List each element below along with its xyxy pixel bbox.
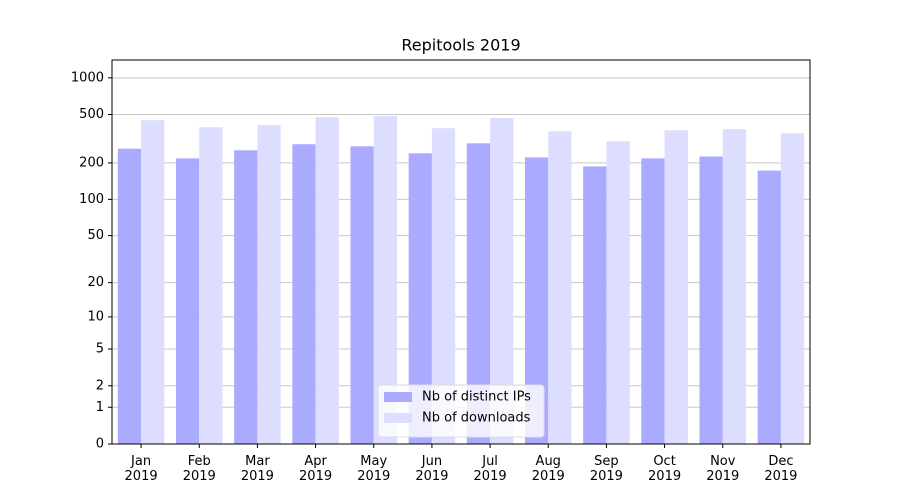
bars xyxy=(117,116,805,445)
bar xyxy=(315,117,339,445)
y-tick-label: 10 xyxy=(87,309,104,324)
bar xyxy=(548,131,572,444)
y-tick-label: 100 xyxy=(79,192,104,207)
x-tick-label: Aug 2019 xyxy=(532,454,565,484)
chart-title: Repitools 2019 xyxy=(401,36,520,55)
x-tick-label: Jul 2019 xyxy=(474,454,507,484)
bar xyxy=(292,144,316,444)
x-tick-label: May 2019 xyxy=(357,454,390,484)
bar xyxy=(722,129,747,445)
legend-box xyxy=(377,384,545,438)
bar xyxy=(466,143,491,445)
y-tick-label: 500 xyxy=(79,107,104,122)
x-tick-label: Jan 2019 xyxy=(125,454,158,484)
y-tick-label: 2 xyxy=(96,378,104,393)
axes-frame xyxy=(111,59,811,445)
y-tick-label: 50 xyxy=(87,228,104,243)
bar xyxy=(257,125,281,445)
bar xyxy=(431,128,456,445)
legend-label: Nb of downloads xyxy=(422,411,531,426)
bar xyxy=(664,130,688,444)
bar xyxy=(524,157,549,445)
bar xyxy=(141,120,165,445)
legend-label: Nb of distinct IPs xyxy=(422,390,531,405)
y-tick-label: 20 xyxy=(87,275,104,290)
labels: 0 1 2 5 10 20 50 100 200 500 1000 Jan 2019 Feb 2019 Mar… xyxy=(71,70,798,483)
legend-swatch xyxy=(384,392,412,402)
bar xyxy=(699,156,723,444)
bar xyxy=(117,148,142,444)
bar xyxy=(757,170,781,444)
x-tick-label: Jun 2019 xyxy=(415,454,448,484)
y-tick-label: 1000 xyxy=(71,70,104,85)
bar xyxy=(606,141,630,444)
x-tick-label: Sep 2019 xyxy=(590,454,623,484)
x-tick-label: Nov 2019 xyxy=(706,454,739,484)
bar xyxy=(175,158,200,445)
legend: Nb of distinct IPs Nb of downloads xyxy=(377,384,545,438)
y-tick-label: 5 xyxy=(96,342,104,357)
bar xyxy=(583,166,607,444)
y-tick-label: 0 xyxy=(96,437,104,452)
x-tick-label: Apr 2019 xyxy=(299,454,332,484)
bar xyxy=(234,150,258,444)
x-tick-label: Dec 2019 xyxy=(764,454,797,484)
bar xyxy=(373,116,398,445)
x-tick-label: Oct 2019 xyxy=(648,454,681,484)
x-tick-label: Feb 2019 xyxy=(183,454,216,484)
x-tick-label: Mar 2019 xyxy=(241,454,274,484)
y-tick-label: 1 xyxy=(96,400,104,415)
bar xyxy=(780,133,805,444)
bar xyxy=(641,158,665,445)
bar xyxy=(408,153,432,445)
bar xyxy=(490,118,514,445)
bar xyxy=(350,146,374,444)
bar xyxy=(199,127,223,445)
y-tick-label: 200 xyxy=(79,155,104,170)
legend-swatch xyxy=(384,413,412,423)
